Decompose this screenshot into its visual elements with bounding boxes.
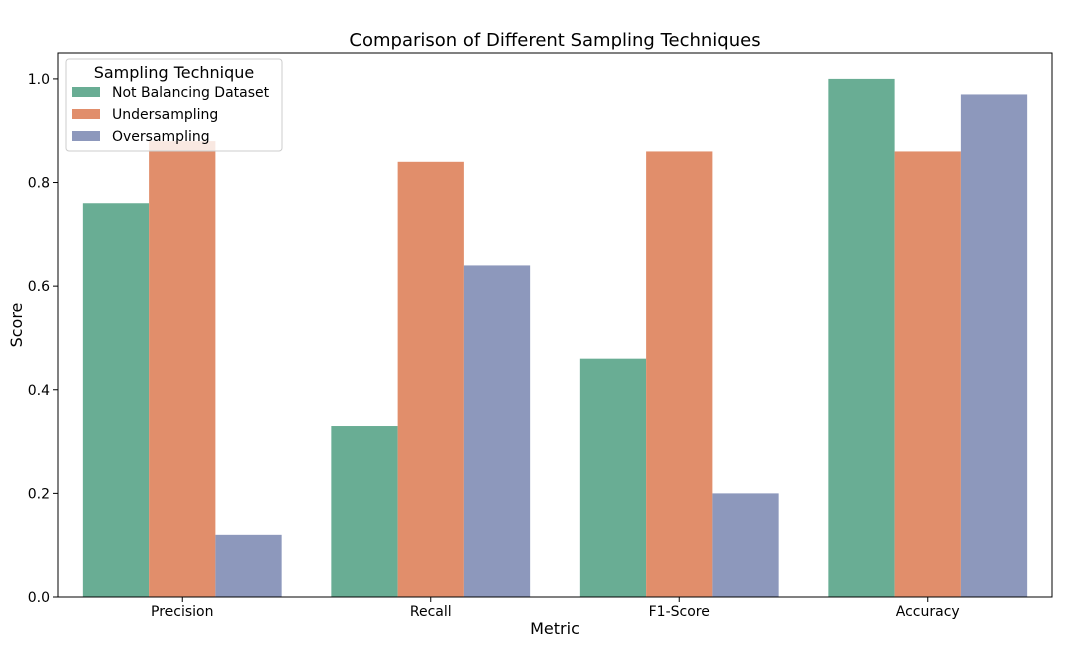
y-axis: 0.0 0.2 0.4 0.6 0.8 1.0 xyxy=(28,72,58,606)
legend-label: Oversampling xyxy=(112,129,210,145)
legend-swatch xyxy=(72,131,100,141)
legend-label: Not Balancing Dataset xyxy=(112,85,270,101)
y-tick-label: 0.2 xyxy=(28,486,50,502)
legend: Sampling Technique Not Balancing Dataset… xyxy=(65,58,283,152)
bar-undersampling-f1-score xyxy=(646,151,713,597)
legend-label: Undersampling xyxy=(112,107,218,123)
x-tick-label-recall: Recall xyxy=(410,604,452,620)
legend-title: Sampling Technique xyxy=(94,63,255,82)
bar-undersampling-accuracy xyxy=(894,151,961,597)
bar-not-balancing-dataset-f1-score xyxy=(579,358,647,597)
bars-group xyxy=(82,78,1028,598)
bar-oversampling-accuracy xyxy=(960,94,1028,597)
x-tick-label-accuracy: Accuracy xyxy=(896,604,960,620)
plot-frame xyxy=(57,52,1053,598)
y-tick-label: 0.4 xyxy=(28,383,50,399)
y-tick-label: 1.0 xyxy=(28,72,50,88)
x-axis: Precision Recall F1-Score Accuracy xyxy=(151,597,960,620)
x-tick-label-f1-score: F1-Score xyxy=(649,604,710,620)
bar-not-balancing-dataset-accuracy xyxy=(828,78,895,597)
bar-undersampling-precision xyxy=(149,141,216,598)
x-tick-label-precision: Precision xyxy=(151,604,213,620)
bar-not-balancing-dataset-recall xyxy=(331,426,398,597)
bar-not-balancing-dataset-precision xyxy=(82,203,150,597)
legend-swatch xyxy=(72,87,100,97)
chart-title: Comparison of Different Sampling Techniq… xyxy=(349,30,760,51)
bar-oversampling-f1-score xyxy=(712,493,779,597)
legend-box xyxy=(65,58,283,152)
y-tick-label: 0.6 xyxy=(28,279,50,295)
legend-swatch xyxy=(72,109,100,119)
x-axis-label: Metric xyxy=(530,619,580,638)
y-tick-label: 0.0 xyxy=(28,590,50,606)
y-tick-label: 0.8 xyxy=(28,176,50,192)
bar-oversampling-recall xyxy=(463,265,531,597)
legend-items: Not Balancing Dataset Undersampling Oversa… xyxy=(72,85,270,145)
bar-undersampling-recall xyxy=(397,161,464,598)
bar-oversampling-precision xyxy=(215,534,282,597)
y-axis-label: Score xyxy=(7,303,26,348)
